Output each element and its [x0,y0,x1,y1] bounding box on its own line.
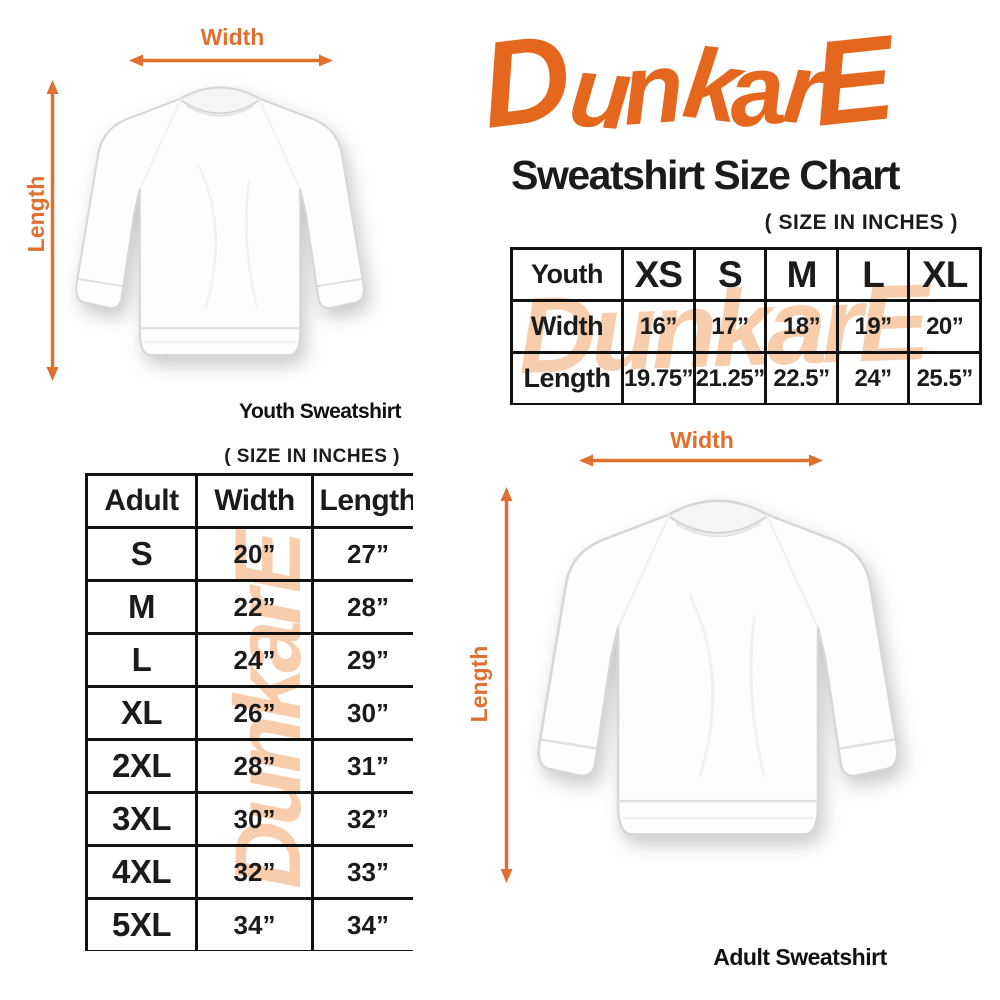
youth-row-label: Length [510,351,624,405]
youth-length-arrow-icon [46,80,59,381]
youth-width-value: 17” [692,299,768,354]
youth-size-header: XS [621,247,696,302]
adult-size-row: S 20” 27” [85,526,413,582]
adult-size-table: Adult Width Length S 20” 27” M 22” 28” L… [85,473,413,951]
adult-width-value: 32” [195,844,314,900]
youth-header-row: Youth XS S M L XL [510,247,982,302]
adult-size-label: 5XL [85,897,198,951]
youth-width-value: 19” [835,299,911,354]
adult-width-value: 34” [195,897,314,951]
youth-length-row: Length 19.75” 21.25” 22.5” 24” 25.5” [510,351,982,405]
youth-corner-cell: Youth [510,247,624,302]
youth-size-header: L [835,247,911,302]
adult-width-value: 28” [195,738,314,794]
youth-size-table-wrap: DunkarE Youth XS S M L XL Width 16” 17” … [510,247,982,405]
adult-size-row: 3XL 30” 32” [85,791,413,847]
adult-length-label: Length [466,645,492,723]
adult-width-arrow-icon [579,454,823,467]
adult-width-value: 22” [195,579,314,635]
adult-size-label: 2XL [85,738,198,794]
adult-size-row: 5XL 34” 34” [85,897,413,951]
adult-width-value: 24” [195,632,314,688]
youth-figure-caption: Youth Sweatshirt [239,400,401,423]
youth-size-header: M [764,247,839,302]
adult-length-value: 33” [311,844,413,900]
adult-size-row: 4XL 32” 33” [85,844,413,900]
youth-size-table: Youth XS S M L XL Width 16” 17” 18” 19” … [510,247,982,405]
youth-length-value: 19.75” [621,351,696,405]
adult-length-value: 31” [311,738,413,794]
brand-logo: DunkarE [474,8,895,154]
adult-size-row: M 22” 28” [85,579,413,635]
adult-width-value: 20” [195,526,314,582]
youth-length-value: 21.25” [692,351,768,405]
adult-size-label: 3XL [85,791,198,847]
adult-length-value: 32” [311,791,413,847]
adult-width-value: 26” [195,685,314,741]
youth-width-value: 20” [907,299,982,354]
adult-figure-caption: Adult Sweatshirt [713,944,887,970]
youth-width-arrow-icon [129,54,333,67]
adult-length-value: 28” [311,579,413,635]
adult-size-label: 4XL [85,844,198,900]
size-in-inches-note: ( SIZE IN INCHES ) [224,446,400,467]
youth-length-value: 22.5” [764,351,839,405]
youth-width-label: Width [200,24,265,50]
adult-sweatshirt-image [537,499,899,836]
youth-length-value: 25.5” [907,351,982,405]
adult-length-value: 27” [311,526,413,582]
youth-sweatshirt-image [75,86,365,357]
adult-size-table-wrap: DunkarE Adult Width Length S 20” 27” M 2… [85,473,413,951]
adult-width-label: Width [670,427,734,453]
adult-length-header: Length [311,473,413,529]
adult-length-value: 29” [311,632,413,688]
adult-length-value: 34” [311,897,413,951]
adult-size-label: M [85,579,198,635]
adult-size-label: S [85,526,198,582]
youth-length-value: 24” [835,351,911,405]
adult-header-row: Adult Width Length [85,473,413,529]
adult-size-row: L 24” 29” [85,632,413,688]
youth-width-value: 16” [621,299,696,354]
adult-length-arrow-icon [500,487,513,883]
adult-width-header: Width [195,473,314,529]
youth-size-header: S [692,247,768,302]
adult-size-row: 2XL 28” 31” [85,738,413,794]
youth-width-row: Width 16” 17” 18” 19” 20” [510,299,982,354]
adult-width-value: 30” [195,791,314,847]
youth-row-label: Width [510,299,624,354]
adult-length-value: 30” [311,685,413,741]
adult-corner-cell: Adult [85,473,198,529]
adult-size-row: XL 26” 30” [85,685,413,741]
adult-size-label: XL [85,685,198,741]
size-in-inches-note: ( SIZE IN INCHES ) [764,211,958,234]
adult-size-label: L [85,632,198,688]
youth-size-header: XL [907,247,982,302]
page-title: Sweatshirt Size Chart [511,152,900,198]
youth-width-value: 18” [764,299,839,354]
